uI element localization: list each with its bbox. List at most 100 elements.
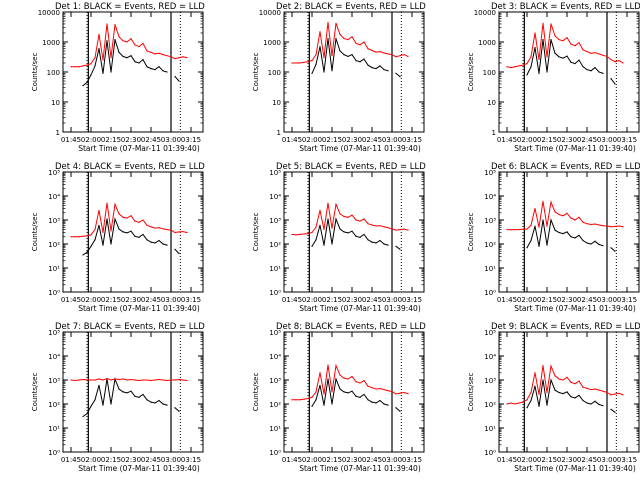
data-point-events [331, 70, 333, 72]
data-point-events [94, 399, 96, 401]
data-point-events [331, 243, 333, 245]
y-tick-label: 10² [269, 241, 281, 249]
x-tick-label: 03:00 [597, 456, 617, 464]
data-point-lld [94, 379, 96, 381]
data-point-lld [614, 393, 616, 395]
x-tick-label: 02:30 [557, 136, 577, 144]
y-tick-label: 10³ [48, 377, 60, 385]
y-tick-label: 10000 [474, 9, 496, 17]
x-tick-label: 02:30 [342, 456, 362, 464]
data-point-events [371, 401, 373, 403]
data-point-events [359, 236, 361, 238]
data-point-lld [562, 40, 564, 42]
data-point-events [558, 391, 560, 394]
data-point-events [319, 46, 321, 48]
x-axis-label: Start Time (07-Mar-11 01:39:40) [514, 304, 636, 313]
data-point-events [86, 251, 88, 253]
data-point-lld [110, 379, 112, 381]
data-point-lld [323, 228, 325, 231]
data-point-lld [166, 55, 168, 57]
series-line-events [610, 247, 616, 252]
data-point-lld [307, 61, 309, 63]
data-point-lld [295, 62, 297, 64]
y-tick-label: 10⁰ [484, 289, 496, 297]
data-point-events [86, 412, 88, 415]
data-point-lld [106, 377, 108, 380]
data-point-lld [170, 56, 172, 58]
data-point-lld [550, 201, 552, 203]
y-axis-label: Counts/sec [467, 213, 475, 252]
data-point-events [150, 67, 152, 70]
data-point-events [395, 72, 397, 74]
data-point-events [339, 388, 341, 390]
data-point-lld [383, 52, 385, 54]
y-tick-label: 10¹ [269, 265, 281, 273]
data-point-lld [98, 33, 100, 35]
data-point-lld [94, 57, 96, 59]
y-tick-label: 1000 [263, 39, 281, 47]
x-axis-label: Start Time (07-Mar-11 01:39:40) [299, 304, 421, 313]
data-point-lld [130, 378, 132, 381]
series-line-lld [291, 202, 409, 236]
data-point-events [327, 37, 329, 40]
data-point-events [379, 65, 381, 67]
data-point-lld [363, 379, 365, 382]
data-point-events [150, 241, 152, 243]
data-point-events [319, 384, 321, 386]
data-point-lld [106, 23, 108, 25]
data-point-lld [82, 235, 84, 237]
panel-title: Det 4: BLACK = Events, RED = LLD [55, 162, 205, 172]
data-point-events [335, 378, 337, 380]
data-point-events [550, 219, 552, 221]
data-point-events [82, 415, 84, 418]
y-tick-label: 10⁴ [269, 353, 281, 361]
x-tick-label: 01:45 [282, 296, 302, 304]
data-point-events [110, 243, 112, 245]
data-point-events [114, 39, 116, 41]
data-point-lld [331, 227, 333, 229]
series-line-events [395, 407, 401, 412]
data-point-lld [367, 385, 369, 387]
y-tick-label: 10⁵ [48, 169, 60, 177]
data-point-events [134, 235, 136, 237]
x-tick-label: 02:30 [342, 136, 362, 144]
y-tick-label: 10⁰ [48, 449, 60, 457]
data-point-lld [363, 218, 365, 220]
data-point-lld [554, 375, 556, 377]
data-point-lld [379, 387, 381, 390]
data-point-lld [602, 225, 604, 227]
data-point-lld [610, 226, 612, 228]
x-tick-label: 03:15 [181, 136, 201, 144]
data-point-events [146, 66, 148, 68]
data-point-events [355, 235, 357, 237]
data-point-events [578, 59, 580, 61]
data-point-events [578, 234, 580, 236]
x-tick-label: 02:45 [577, 136, 597, 144]
data-point-events [351, 230, 353, 232]
data-point-lld [134, 379, 136, 381]
y-tick-label: 10³ [484, 377, 496, 385]
x-tick-label: 03:00 [161, 296, 181, 304]
data-point-events [118, 51, 120, 54]
y-tick-label: 10 [51, 99, 60, 107]
data-point-lld [574, 219, 576, 221]
data-point-events [534, 225, 536, 227]
data-point-lld [186, 231, 188, 234]
x-tick-label: 02:00 [302, 296, 322, 304]
data-point-events [570, 61, 572, 63]
data-point-lld [166, 379, 168, 382]
data-point-lld [542, 364, 544, 367]
data-point-lld [138, 379, 140, 382]
detector-panel: Det 9: BLACK = Events, RED = LLD 10⁰ 10¹ 10… [467, 322, 640, 473]
data-point-lld [407, 229, 409, 231]
x-tick-label: 02:45 [362, 296, 382, 304]
data-point-lld [291, 233, 293, 236]
data-point-lld [186, 379, 188, 382]
y-axis-label: Counts/sec [252, 213, 260, 252]
x-tick-label: 02:30 [342, 296, 362, 304]
data-point-events [542, 379, 544, 381]
data-point-lld [367, 48, 369, 50]
data-point-lld [307, 397, 309, 400]
y-tick-label: 100 [47, 69, 60, 77]
data-point-lld [558, 39, 560, 41]
